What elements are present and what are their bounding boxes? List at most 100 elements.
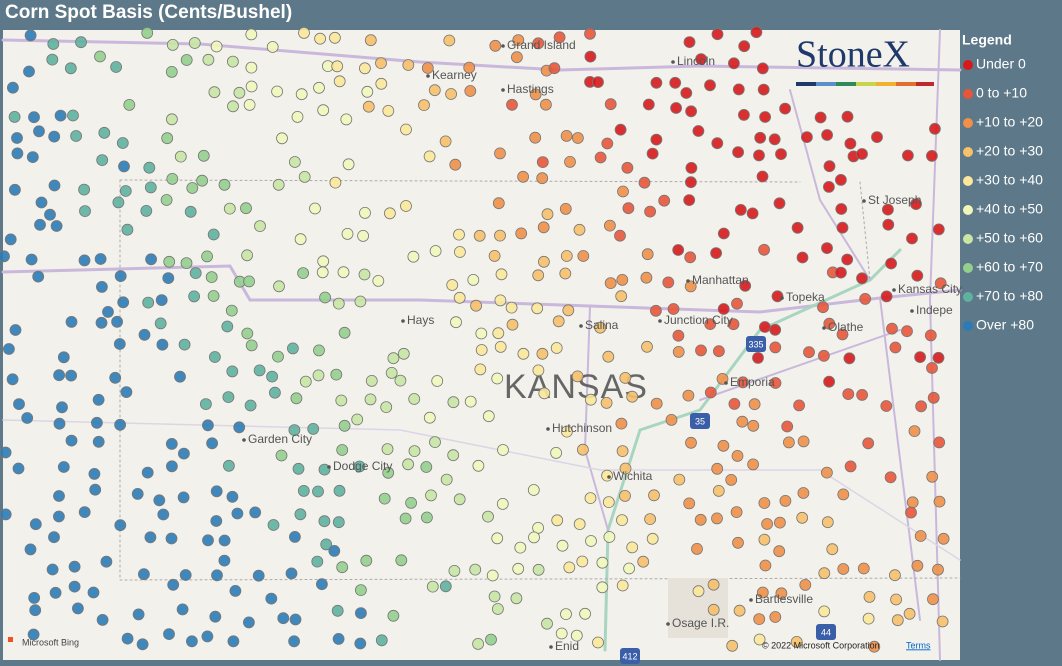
elevator-dot <box>65 369 77 382</box>
places: Grand Island Kearney Hastings Lincoln St Jos… <box>242 38 962 664</box>
elevator-dot <box>78 254 91 267</box>
elevator-dot <box>529 131 542 144</box>
elevator-dot <box>429 245 442 257</box>
place-label: Osage I.R. <box>672 616 729 630</box>
elevator-dot <box>712 484 725 497</box>
elevator-dot <box>201 630 214 643</box>
elevator-dot <box>131 487 144 500</box>
elevator-dot <box>472 459 485 472</box>
elevator-dot <box>492 197 505 210</box>
elevator-dot <box>354 637 367 650</box>
legend-swatch <box>963 176 973 186</box>
elevator-dot <box>924 329 937 342</box>
elevator-dot <box>318 515 331 528</box>
elevator-dot <box>685 105 697 118</box>
elevator-dot <box>585 535 597 547</box>
elevator-dot <box>418 99 430 111</box>
elevator-dot <box>266 41 279 53</box>
elevator-dot <box>397 347 410 360</box>
elevator-dot <box>309 202 321 215</box>
elevator-dot <box>44 208 56 221</box>
elevator-dot <box>50 220 63 232</box>
elevator-dot <box>880 290 893 303</box>
elevator-dot <box>79 205 91 218</box>
elevator-dot <box>375 57 387 69</box>
elevator-dot <box>584 27 596 40</box>
elevator-dot <box>619 371 632 384</box>
place-label: Junction City <box>664 313 733 327</box>
elevator-dot <box>884 471 897 484</box>
elevator-dot <box>340 113 353 126</box>
elevator-dot <box>226 55 239 68</box>
elevator-dot <box>254 220 266 233</box>
elevator-dot <box>25 253 38 266</box>
elevator-dot <box>775 148 787 161</box>
elevator-dot <box>140 204 153 217</box>
elevator-dot <box>573 223 586 236</box>
elevator-dot <box>529 88 542 101</box>
elevator-dot <box>781 420 794 433</box>
elevator-dot <box>646 532 659 545</box>
terms-link[interactable]: Terms <box>906 640 931 650</box>
legend-swatch <box>963 118 973 128</box>
elevator-dot <box>267 519 280 531</box>
elevator-dot <box>823 160 836 173</box>
elevator-dot <box>732 146 744 159</box>
elevator-dot <box>109 371 122 384</box>
place-label: Kearney <box>432 68 477 82</box>
elevator-dot <box>286 342 299 355</box>
elevator-dot <box>359 206 371 219</box>
elevator-dot <box>584 393 597 406</box>
elevator-dot <box>372 274 385 287</box>
provider: Microsoft Bing <box>22 637 79 647</box>
place-dot <box>686 279 690 283</box>
elevator-dot <box>650 133 663 146</box>
elevator-dot <box>94 253 107 265</box>
elevator-dot <box>178 338 191 351</box>
elevator-dot <box>732 536 744 549</box>
elevator-dot <box>517 170 529 183</box>
elevator-dot <box>555 627 568 640</box>
elevator-dot <box>717 439 730 452</box>
elevator-dot <box>835 203 848 215</box>
elevator-dot <box>494 294 507 307</box>
elevator-dot <box>428 84 441 97</box>
elevator-dot <box>385 366 398 379</box>
elevator-dot <box>177 447 190 460</box>
elevator-dot <box>420 461 433 473</box>
elevator-dot <box>495 268 508 281</box>
legend-label: +70 to +80 <box>976 288 1043 304</box>
elevator-dot <box>843 352 856 365</box>
elevator-dot <box>576 555 589 568</box>
elevator-dot <box>783 436 795 449</box>
elevator-dot <box>68 560 81 573</box>
elevator-dot <box>773 197 786 210</box>
place-label: Manhattan <box>692 273 749 287</box>
elevator-dot <box>623 562 635 575</box>
elevator-dot <box>771 290 784 303</box>
elevator-dot <box>622 202 635 215</box>
elevator-dot <box>727 318 740 331</box>
elevator-dot <box>241 327 254 340</box>
elevator-dot <box>616 579 629 592</box>
elevator-dot <box>241 249 254 262</box>
elevator-dot <box>408 393 421 405</box>
place-dot <box>666 622 670 626</box>
elevator-dot <box>35 196 48 209</box>
elevator-dot <box>560 129 573 142</box>
elevator-dot <box>448 565 461 577</box>
elevator-dot <box>13 398 25 411</box>
legend-label: +10 to +20 <box>976 114 1043 130</box>
elevator-dot <box>245 61 258 74</box>
elevator-dot <box>571 370 584 383</box>
elevator-dot <box>431 375 444 387</box>
elevator-dot <box>210 485 223 498</box>
elevator-dot <box>165 437 178 450</box>
elevator-dot <box>617 185 629 198</box>
elevator-dot <box>48 531 60 544</box>
elevator-dot <box>562 304 575 317</box>
elevator-dot <box>153 494 166 507</box>
elevator-dot <box>118 160 130 173</box>
place-label: Dodge City <box>333 459 392 473</box>
elevator-dot <box>92 393 105 406</box>
